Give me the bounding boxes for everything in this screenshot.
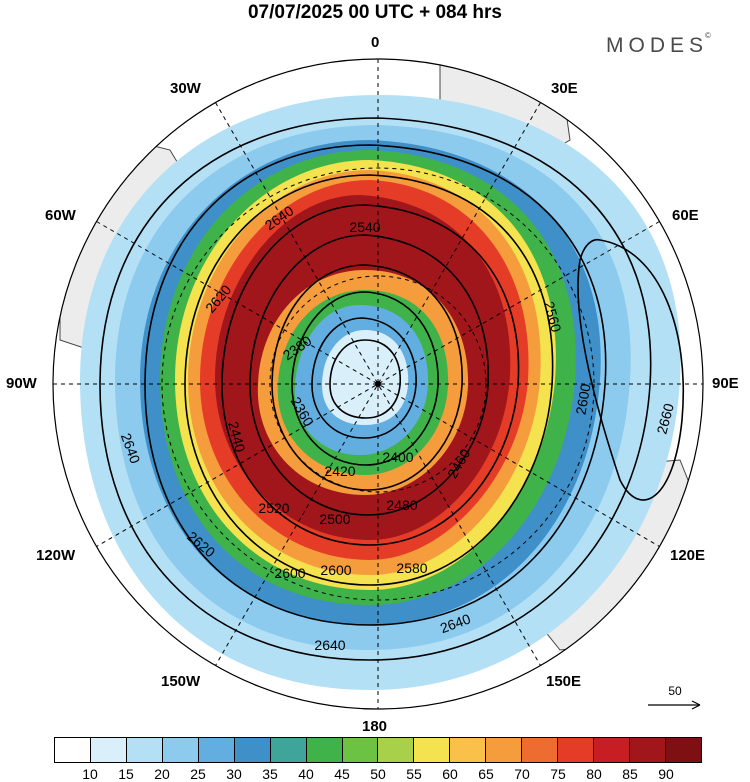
contour-label: 2660 xyxy=(653,401,677,435)
reference-vector-label: 50 xyxy=(668,684,682,698)
colorbar-tick-label: 10 xyxy=(82,766,98,782)
map-disk xyxy=(53,59,703,709)
lon-label-150w: 150W xyxy=(161,673,201,690)
colorbar-swatch xyxy=(234,738,271,762)
colorbar-tick-label: 60 xyxy=(442,766,458,782)
colorbar-tick-label: 65 xyxy=(478,766,494,782)
contour-label: 2480 xyxy=(386,497,417,513)
contour-2640 xyxy=(99,117,652,661)
colorbar-swatch xyxy=(522,738,559,762)
height-contours xyxy=(99,117,685,661)
contour-2500 xyxy=(249,234,489,516)
colorbar-swatch xyxy=(126,738,163,762)
contour-label: 2400 xyxy=(382,449,413,465)
colorbar-swatch xyxy=(270,738,307,762)
wind-band-inner-15 xyxy=(322,330,409,425)
colorbar-swatch xyxy=(342,738,379,762)
contour-label: 2420 xyxy=(324,463,355,479)
colorbar-swatch xyxy=(450,738,487,762)
brand-text: MODES xyxy=(606,34,709,57)
contour-label: 2600 xyxy=(320,562,351,578)
lon-label-90e: 90E xyxy=(712,375,739,392)
colorbar-tick-label: 40 xyxy=(298,766,314,782)
colorbar-swatch xyxy=(55,738,91,762)
contour-2360 xyxy=(329,339,401,419)
colorbar-tick-label: 20 xyxy=(154,766,170,782)
contour-label: 2580 xyxy=(396,560,427,576)
colorbar-swatch xyxy=(486,738,523,762)
colorbar-tick-label: 30 xyxy=(226,766,242,782)
colorbar-tick-label: 25 xyxy=(190,766,206,782)
colorbar-tick-label: 90 xyxy=(658,766,674,782)
lon-label-150e: 150E xyxy=(546,673,582,690)
colorbar-swatch xyxy=(90,738,127,762)
colorbar-swatch xyxy=(414,738,451,762)
colorbar-tick-label: 15 xyxy=(118,766,134,782)
lon-label-180: 180 xyxy=(362,718,388,735)
contour-label: 2600 xyxy=(274,565,305,581)
contour-label: 2540 xyxy=(349,219,380,235)
lon-label-30e: 30E xyxy=(551,80,578,97)
map-boundary xyxy=(52,58,704,710)
lon-label-90w: 90W xyxy=(6,375,37,392)
contour-label: 2560 xyxy=(541,300,565,334)
contour-label: 2440 xyxy=(225,420,249,454)
contour-2580 xyxy=(184,174,554,586)
colorbar-tick-label: 50 xyxy=(370,766,386,782)
contour-2540 xyxy=(221,204,520,546)
lon-label-60e: 60E xyxy=(672,207,699,224)
lon-label-30w: 30W xyxy=(170,80,201,97)
contour-2460 xyxy=(271,264,463,491)
contour-label: 2520 xyxy=(258,500,289,516)
contour-2620 xyxy=(144,144,607,626)
colorbar-tick-label: 85 xyxy=(622,766,638,782)
contour-label: 2500 xyxy=(319,511,350,527)
contour-label: 2640 xyxy=(314,637,345,653)
lon-label-0: 0 xyxy=(371,34,380,51)
colorbar-swatch xyxy=(378,738,415,762)
colorbar-swatch xyxy=(306,738,343,762)
colorbar-tick-label: 80 xyxy=(586,766,602,782)
brand-logo: MODES© xyxy=(606,31,714,58)
colorbar-swatch xyxy=(630,738,666,762)
contour-label: 2600 xyxy=(572,382,593,416)
colorbar-swatch xyxy=(594,738,630,762)
lon-label-120e: 120E xyxy=(670,547,706,564)
reference-vector: 50 xyxy=(645,682,705,700)
pole-marker xyxy=(375,381,381,387)
map-title: 07/07/2025 00 UTC + 084 hrs xyxy=(247,2,503,23)
contour-2660 xyxy=(577,238,685,501)
reference-arrow-head xyxy=(691,700,701,710)
colorbar-tick-label: 75 xyxy=(550,766,566,782)
colorbar-swatch xyxy=(665,738,701,762)
colorbar-tick-label: 45 xyxy=(334,766,350,782)
lon-label-60w: 60W xyxy=(45,207,76,224)
colorbar xyxy=(54,737,702,763)
graticule xyxy=(53,59,703,709)
contour-2380 xyxy=(311,317,417,439)
lon-label-120w: 120W xyxy=(36,547,76,564)
contour-2420 xyxy=(291,291,439,466)
colorbar-tick-label: 70 xyxy=(514,766,530,782)
colorbar-swatch xyxy=(162,738,199,762)
colorbar-swatch xyxy=(198,738,235,762)
colorbar-tick-label: 55 xyxy=(406,766,422,782)
brand-mark: © xyxy=(705,31,711,40)
colorbar-tick-label: 35 xyxy=(262,766,278,782)
colorbar-swatch xyxy=(558,738,595,762)
